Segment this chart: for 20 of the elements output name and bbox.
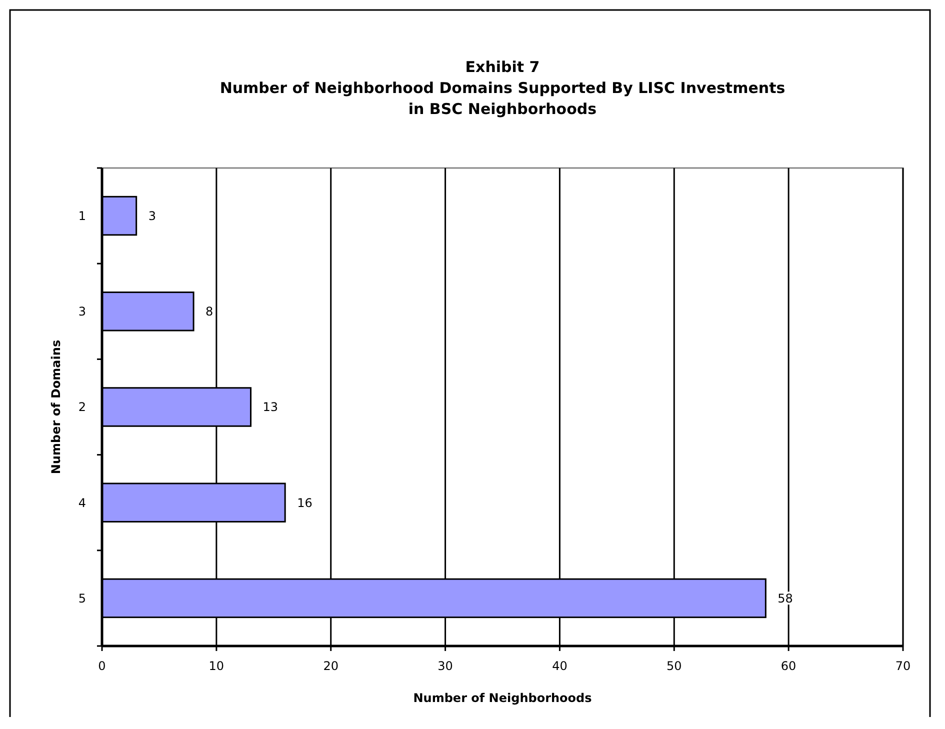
x-tick-label: 70 — [895, 659, 911, 673]
x-axis-title: Number of Neighborhoods — [413, 691, 592, 705]
y-tick-label: 3 — [78, 304, 86, 319]
y-tick-label: 2 — [78, 400, 86, 414]
data-label: 13 — [262, 400, 278, 414]
x-tick-label: 0 — [98, 659, 106, 673]
chart-title: Exhibit 7 Number of Neighborhood Domains Supported By LISC Investments in BSC Neighborhoods — [220, 58, 786, 118]
y-tick-label: 5 — [78, 591, 86, 606]
data-label: 16 — [297, 496, 312, 510]
x-tick-label: 40 — [552, 659, 568, 673]
x-tick-label: 20 — [323, 659, 338, 673]
y-tick-label: 4 — [78, 496, 86, 510]
x-tick-label: 60 — [780, 659, 796, 673]
x-tick-label: 10 — [208, 659, 224, 673]
data-label: 3 — [148, 209, 156, 223]
y-axis-title: Number of Domains — [49, 340, 63, 474]
x-tick-label: 30 — [438, 659, 453, 673]
y-tick-label: 1 — [78, 209, 86, 223]
x-tick-label: 50 — [666, 659, 682, 673]
data-label: 8 — [206, 304, 214, 319]
